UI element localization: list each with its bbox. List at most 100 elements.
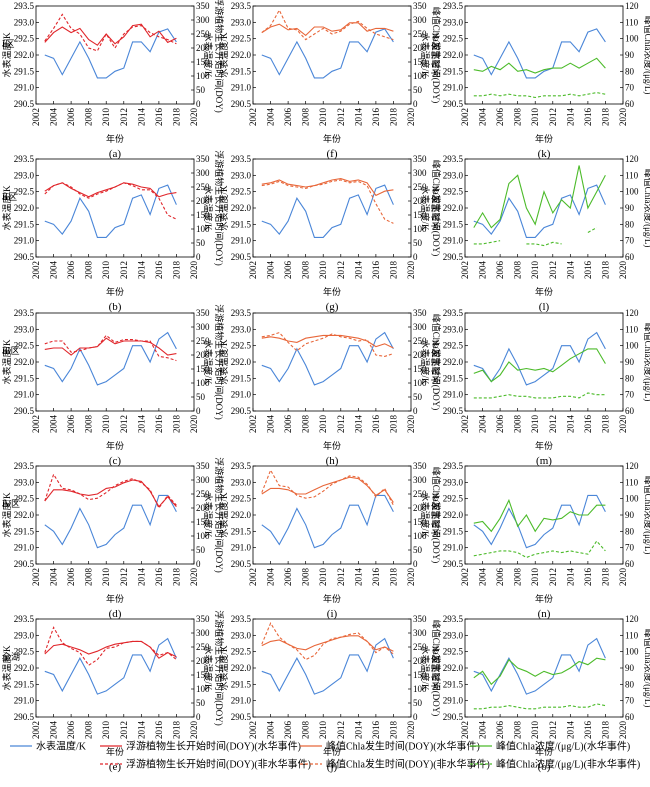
x-tick-label: 2004: [478, 568, 488, 587]
y-tick-label: 290.5: [443, 712, 464, 722]
panel-caption: (c): [109, 455, 122, 467]
series-bloom-line: [473, 498, 606, 533]
panel-l: 2002 2004 2006 2008 2010 2012 2014 2016 2018 2020…: [430, 154, 650, 313]
panel-caption: (m): [536, 455, 552, 467]
x-tick-label: 2002: [248, 721, 258, 739]
y2-tick-label: 200: [196, 196, 210, 206]
y2-tick-label: 300: [413, 475, 427, 485]
y2-tick-label: 90: [625, 50, 635, 60]
series-bloom-line: [44, 337, 177, 356]
y-tick-label: 291.0: [231, 390, 252, 400]
x-tick-label: 2012: [548, 568, 558, 586]
y2-axis-label: 峰值Chla发生时间(DOY): [431, 314, 442, 411]
y2-tick-label: 300: [413, 628, 427, 638]
y2-tick-label: 350: [413, 308, 427, 318]
series-temperature-line: [473, 331, 606, 386]
x-tick-label: 2004: [478, 415, 488, 434]
x-tick-label: 2014: [565, 568, 575, 587]
x-tick-label: 2012: [336, 261, 346, 279]
y-tick-label: 293.5: [14, 1, 35, 11]
plot-frame: [252, 158, 412, 258]
y2-tick-label: 200: [413, 656, 427, 666]
y2-axis-label: 浮游植物生长开始时间(DOY): [214, 457, 225, 573]
x-tick-label: 2020: [618, 261, 628, 280]
legend-label-green_bloom: 峰值Chla浓度/(μg/L)(水华事件): [496, 740, 630, 753]
y-tick-label: 293.5: [231, 154, 252, 164]
y2-tick-label: 150: [196, 210, 210, 220]
x-tick-label: 2020: [618, 721, 628, 740]
y-tick-label: 293.0: [443, 170, 464, 180]
x-tick-label: 2012: [548, 261, 558, 279]
x-tick-label: 2008: [513, 415, 523, 434]
y-tick-label: 291.5: [443, 66, 464, 76]
y2-tick-label: 100: [625, 187, 639, 197]
x-axis-label: 年份: [323, 746, 341, 757]
x-tick-label: 2010: [101, 261, 111, 280]
y-tick-label: 290.5: [443, 559, 464, 569]
y-tick-label: 291.0: [14, 390, 35, 400]
y2-tick-label: 150: [196, 57, 210, 67]
panel-e: 2002 2004 2006 2008 2010 2012 2014 2016 2018 2020…: [1, 610, 225, 773]
y2-tick-label: 90: [625, 663, 635, 673]
y2-axis-secondary-label: 水表温度/K: [203, 185, 214, 231]
y2-tick-label: 90: [625, 510, 635, 520]
y-tick-label: 291.0: [14, 236, 35, 246]
x-tick-label: 2010: [318, 261, 328, 280]
y-tick-label: 293.0: [231, 477, 252, 487]
x-tick-label: 2004: [478, 261, 488, 280]
y2-tick-label: 350: [196, 614, 210, 624]
y-tick-label: 292.5: [14, 494, 35, 504]
y2-tick-label: 70: [625, 390, 635, 400]
y-tick-label: 291.5: [231, 66, 252, 76]
y2-tick-label: 250: [413, 336, 427, 346]
y2-tick-label: 250: [196, 489, 210, 499]
x-tick-label: 2008: [84, 721, 94, 740]
x-tick-label: 2016: [154, 415, 164, 434]
x-tick-label: 2008: [513, 261, 523, 280]
panel-caption: (e): [109, 761, 122, 773]
x-tick-label: 2008: [301, 568, 311, 587]
y2-tick-label: 0: [413, 712, 418, 722]
y2-tick-label: 0: [413, 99, 418, 109]
y2-tick-label: 80: [625, 373, 635, 383]
y-tick-label: 292.5: [443, 34, 464, 44]
y2-axis-label: 峰值Chla浓度/(μg/L): [643, 476, 650, 555]
y-tick-label: 292.5: [443, 494, 464, 504]
x-tick-label: 2008: [84, 108, 94, 127]
panel-d: 2002 2004 2006 2008 2010 2012 2014 2016 2018 2020…: [1, 457, 225, 620]
x-tick-label: 2008: [513, 721, 523, 740]
x-tick-label: 2020: [189, 721, 199, 740]
y-tick-label: 293.0: [14, 630, 35, 640]
panel-caption: (i): [327, 608, 338, 620]
x-tick-label: 2008: [301, 108, 311, 127]
y-tick-label: 291.0: [443, 390, 464, 400]
x-tick-label: 2014: [353, 721, 363, 740]
y2-tick-label: 120: [625, 461, 639, 471]
x-axis-label: 年份: [535, 746, 553, 757]
x-tick-label: 2014: [136, 108, 146, 127]
x-tick-label: 2008: [84, 415, 94, 434]
panel-k: 2002 2004 2006 2008 2010 2012 2014 2016 2018 2020…: [430, 1, 650, 160]
y-tick-label: 292.5: [231, 647, 252, 657]
x-tick-label: 2014: [136, 261, 146, 280]
y-tick-label: 290.5: [14, 559, 35, 569]
y2-tick-label: 70: [625, 236, 635, 246]
x-tick-label: 2016: [583, 721, 593, 740]
x-tick-label: 2004: [49, 568, 59, 587]
y-tick-label: 293.0: [231, 17, 252, 27]
x-tick-label: 2014: [136, 415, 146, 434]
plot-frame: [464, 618, 624, 718]
x-tick-label: 2016: [154, 108, 164, 127]
x-tick-label: 2014: [353, 568, 363, 587]
x-tick-label: 2020: [189, 568, 199, 587]
y-tick-label: 292.5: [231, 494, 252, 504]
y-tick-label: 290.5: [14, 712, 35, 722]
x-tick-label: 2012: [548, 415, 558, 433]
y2-axis-secondary-label: 水表温度/K: [420, 339, 431, 385]
y2-axis-secondary-label: 水表温度/K: [420, 492, 431, 538]
y2-tick-label: 110: [625, 630, 639, 640]
x-tick-label: 2018: [171, 721, 181, 740]
series-nonbloom-line: [473, 92, 606, 99]
region-label: Ⅲ区: [2, 346, 20, 356]
series-nonbloom-line: [44, 182, 177, 220]
